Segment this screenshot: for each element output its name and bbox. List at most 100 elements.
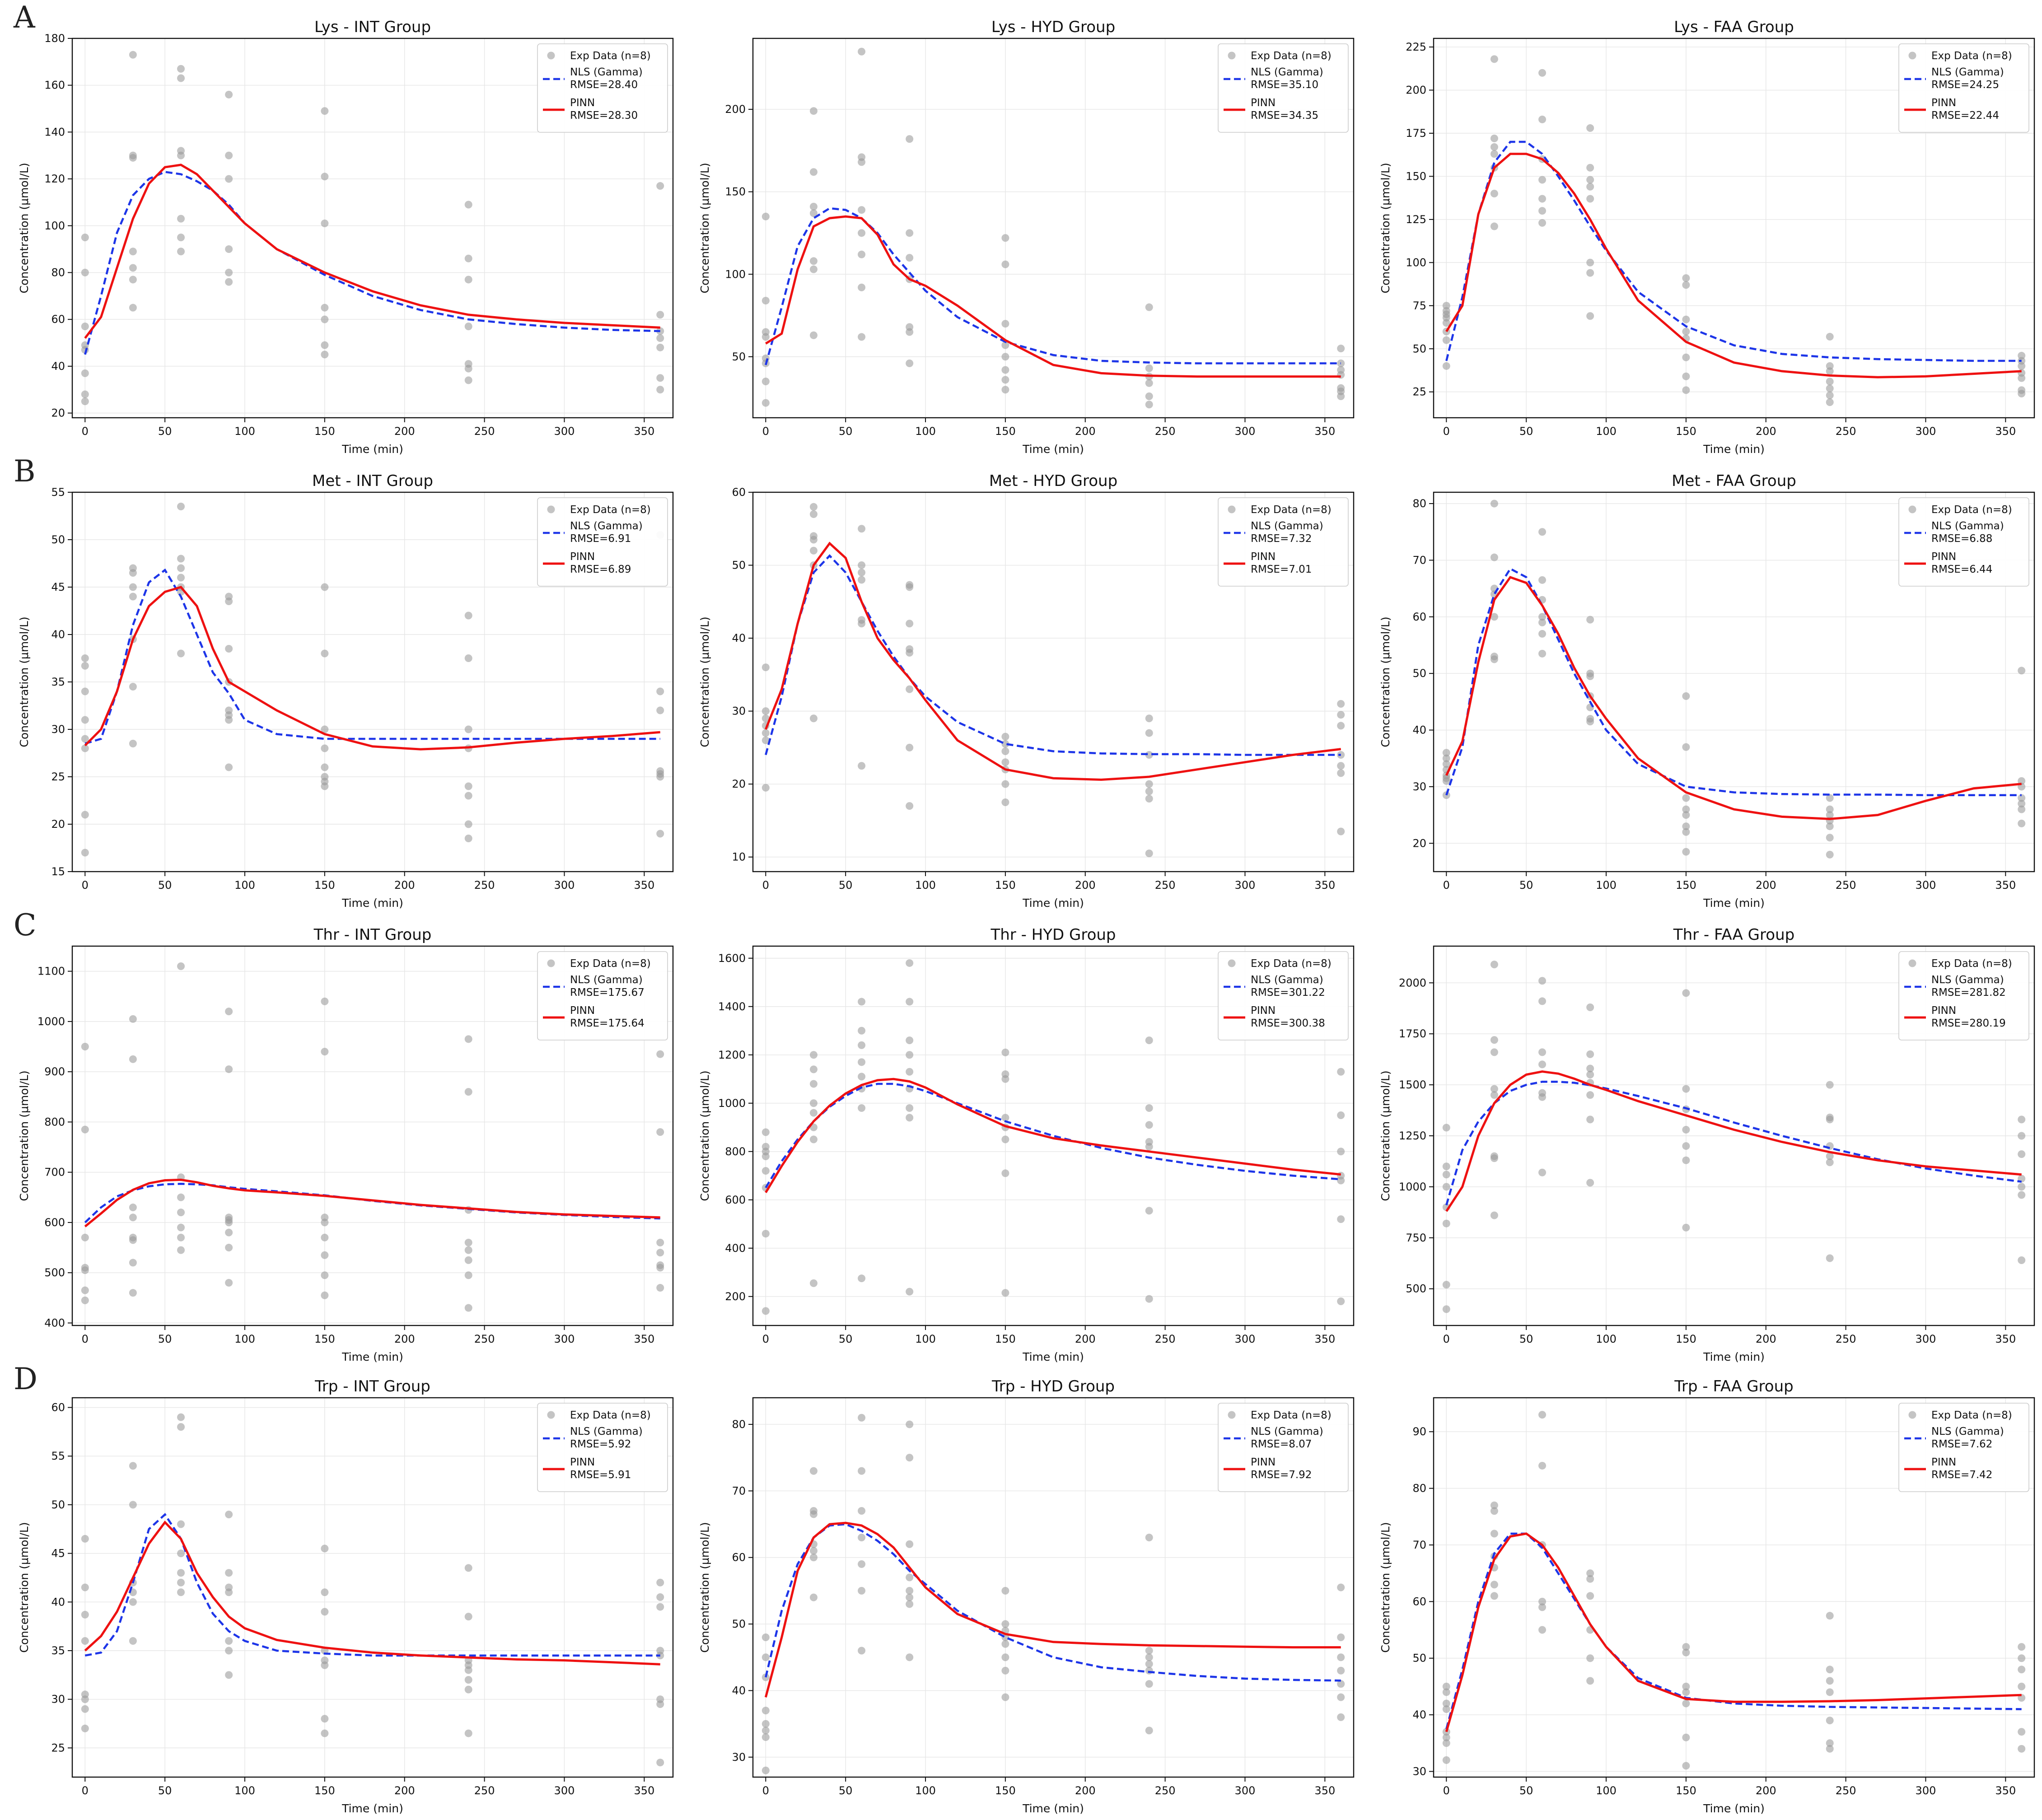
exp-data-point (2018, 1643, 2026, 1651)
legend-nls-label: NLS (Gamma) (1251, 974, 1323, 986)
y-tick-label: 30 (732, 1751, 746, 1764)
x-tick-label: 250 (1155, 1784, 1176, 1797)
y-axis-label: Concentration (μmol/L) (1379, 616, 1392, 747)
exp-data-point (2018, 800, 2026, 808)
legend-nls-rmse-value: 24.25 (1969, 79, 1999, 91)
exp-data-point (1442, 1688, 1450, 1696)
exp-data-point (809, 257, 818, 265)
exp-data-point (177, 74, 185, 82)
exp-data-point (656, 1284, 664, 1292)
exp-data-point (656, 1593, 664, 1601)
x-axis-label: Time (min) (341, 443, 403, 456)
y-tick-label: 30 (51, 1693, 65, 1706)
exp-data-point (1001, 1135, 1009, 1143)
exp-data-point (81, 662, 89, 670)
legend-box (1218, 951, 1349, 1041)
y-tick-label: 1000 (37, 1015, 65, 1028)
x-tick-label: 350 (634, 879, 654, 891)
exp-data-point (177, 247, 185, 256)
x-tick-label: 50 (839, 425, 853, 438)
exp-data-point (464, 322, 472, 331)
y-tick-label: 25 (51, 770, 65, 783)
y-tick-label: 750 (1406, 1232, 1426, 1244)
exp-data-point (321, 763, 329, 771)
x-tick-label: 100 (234, 879, 255, 891)
exp-data-point (858, 1027, 866, 1035)
x-tick-label: 100 (1596, 879, 1617, 891)
exp-data-point (656, 374, 664, 382)
y-tick-label: 800 (725, 1145, 746, 1158)
exp-data-point (464, 201, 472, 209)
legend-nls-label: NLS (Gamma) (1251, 66, 1323, 78)
exp-data-point (1586, 1064, 1594, 1073)
legend-nls-rmse: RMSE=281.82 (1931, 987, 2006, 999)
exp-data-point (2018, 819, 2026, 827)
x-tick-label: 100 (915, 425, 936, 438)
exp-data-point (1586, 714, 1594, 723)
exp-data-point (321, 173, 329, 181)
row-label-a: A (14, 0, 35, 35)
legend-pinn-rmse: RMSE=7.01 (1251, 564, 1312, 575)
exp-data-point (321, 1608, 329, 1616)
exp-data-point (762, 1633, 770, 1642)
x-tick-label: 0 (82, 425, 89, 438)
legend-pinn-rmse: RMSE=5.91 (570, 1469, 631, 1481)
legend-pinn-label: PINN (1931, 1005, 1956, 1017)
y-tick-label: 35 (51, 676, 65, 688)
legend: Exp Data (n=8)NLS (Gamma)RMSE=7.32PINNRM… (1218, 497, 1349, 587)
x-tick-label: 300 (554, 879, 575, 891)
exp-data-point (225, 175, 233, 183)
x-axis-label: Time (min) (341, 896, 403, 910)
exp-data-point (1337, 700, 1345, 708)
panel-trp-faa: 0 50 100 150 200 250 300 350 30 40 50 60 70 80 90 Trp -… (1361, 1368, 2042, 1820)
x-tick-label: 150 (1676, 1784, 1696, 1797)
legend-nls-rmse: RMSE=301.22 (1251, 987, 1325, 999)
exp-data-points (1442, 961, 2026, 1313)
exp-data-point (1826, 1677, 1834, 1685)
exp-data-point (1145, 1295, 1153, 1303)
x-tick-label: 300 (554, 425, 575, 438)
x-axis-label: Time (min) (341, 1802, 403, 1815)
y-tick-label: 1600 (718, 952, 746, 965)
exp-data-point (129, 1598, 137, 1606)
legend: Exp Data (n=8)NLS (Gamma)RMSE=7.62PINNRM… (1898, 1403, 2029, 1492)
exp-data-point (809, 209, 818, 217)
legend-pinn-rmse-value: 7.92 (1289, 1469, 1312, 1481)
chart-svg: 0 50 100 150 200 250 300 350 500 750 1000 1250 1500 1… (1379, 926, 2035, 1363)
x-tick-label: 200 (394, 1333, 415, 1345)
exp-data-point (321, 1545, 329, 1553)
exp-data-points (81, 503, 664, 857)
exp-data-point (225, 1279, 233, 1287)
exp-data-point (1538, 576, 1547, 584)
exp-data-point (321, 341, 329, 349)
exp-data-point (906, 685, 914, 693)
legend-nls-rmse: RMSE=24.25 (1931, 79, 1999, 91)
exp-data-point (1442, 760, 1450, 768)
legend-exp-label: Exp Data (n=8) (1251, 50, 1332, 62)
exp-data-point (129, 593, 137, 601)
exp-data-point (1442, 754, 1450, 762)
y-tick-label: 2000 (1399, 976, 1426, 989)
exp-data-point (762, 736, 770, 744)
exp-data-point (1001, 1114, 1009, 1122)
exp-data-point (1001, 1653, 1009, 1661)
exp-data-point (762, 663, 770, 672)
exp-data-point (809, 1135, 818, 1143)
exp-data-point (858, 1507, 866, 1515)
exp-data-point (1586, 1003, 1594, 1011)
exp-data-point (1826, 362, 1834, 370)
exp-data-point (1826, 834, 1834, 842)
exp-data-point (321, 1233, 329, 1241)
exp-data-point (858, 250, 866, 258)
exp-data-point (656, 182, 664, 190)
x-tick-label: 250 (1155, 1333, 1176, 1345)
exp-data-point (1337, 827, 1345, 835)
exp-data-point (1145, 379, 1153, 387)
exp-data-point (906, 1593, 914, 1601)
x-tick-label: 0 (82, 1784, 89, 1797)
exp-data-point (464, 1035, 472, 1043)
x-tick-label: 350 (1314, 1333, 1335, 1345)
exp-data-point (177, 555, 185, 563)
x-tick-label: 0 (82, 1333, 89, 1345)
exp-data-point (1337, 1653, 1345, 1661)
